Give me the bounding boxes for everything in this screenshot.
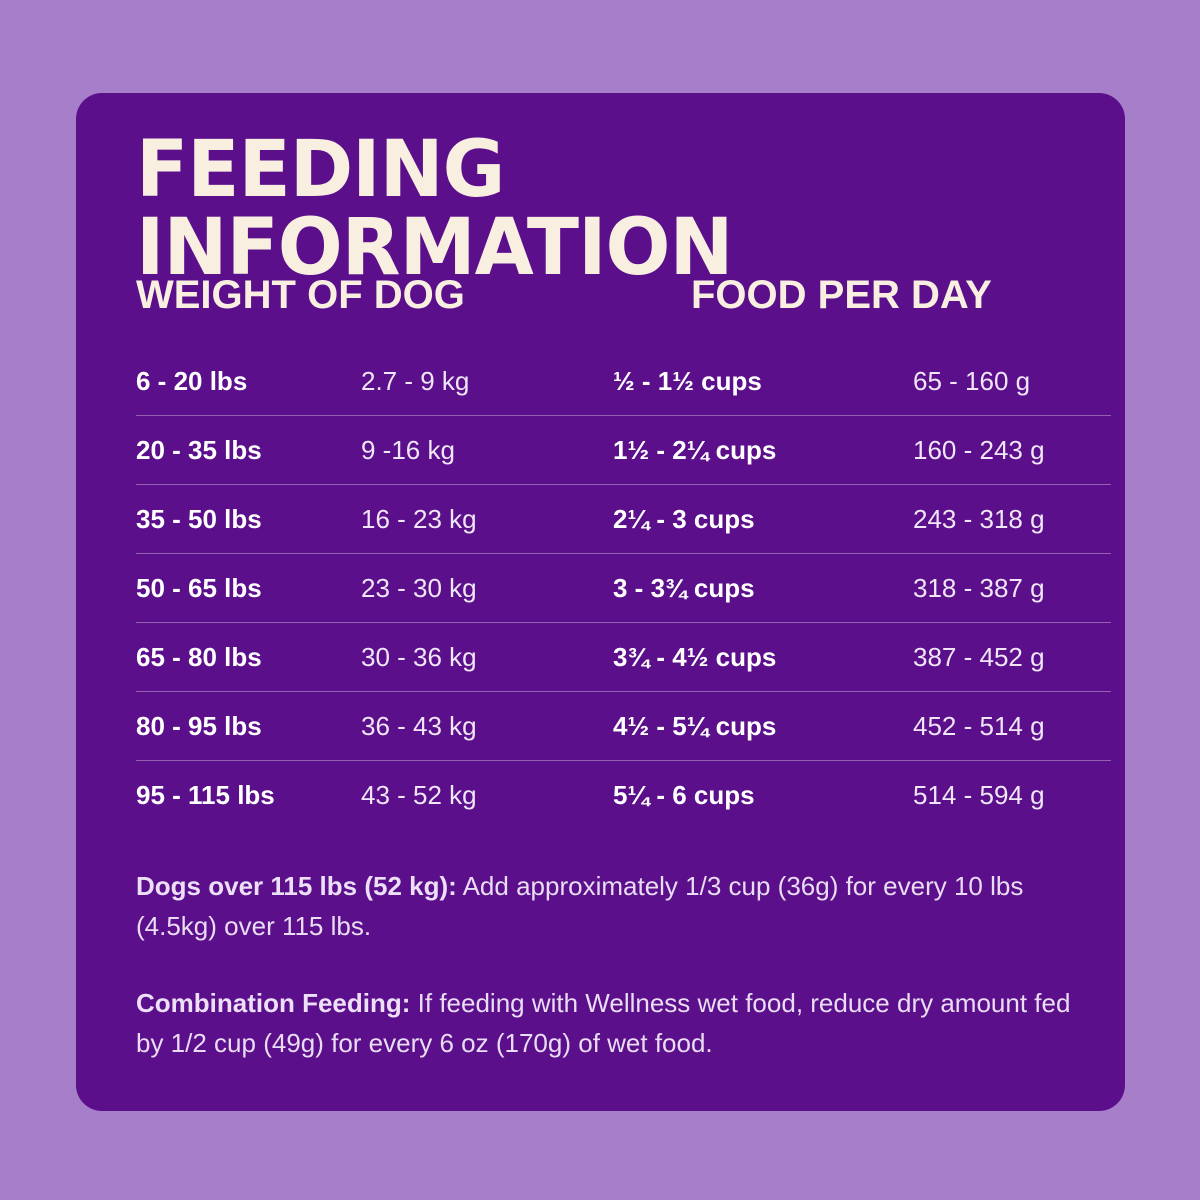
food-grams-cell: 160 - 243 g — [913, 435, 1045, 465]
weight-kg-cell: 36 - 43 kg — [361, 711, 477, 741]
food-grams-cell: 65 - 160 g — [913, 366, 1031, 396]
combination-feeding-label: Combination Feeding: — [136, 988, 411, 1018]
table-row: 20 - 35 lbs 9 -16 kg 1½ - 2¼ cups 160 - … — [136, 417, 1111, 485]
table-row: 95 - 115 lbs 43 - 52 kg 5¼ - 6 cups 514 … — [136, 762, 1111, 829]
feeding-info-card: FEEDING INFORMATION WEIGHT OF DOG FOOD P… — [76, 93, 1125, 1111]
weight-kg-cell: 2.7 - 9 kg — [361, 366, 470, 396]
feeding-table: 6 - 20 lbs 2.7 - 9 kg ½ - 1½ cups 65 - 1… — [136, 348, 1111, 830]
large-dog-note-label: Dogs over 115 lbs (52 kg): — [136, 871, 457, 901]
combination-feeding-note: Combination Feeding: If feeding with Wel… — [136, 983, 1076, 1063]
weight-lbs-cell: 50 - 65 lbs — [136, 573, 262, 603]
table-row: 50 - 65 lbs 23 - 30 kg 3 - 3¾ cups 318 -… — [136, 555, 1111, 623]
weight-lbs-cell: 6 - 20 lbs — [136, 366, 248, 396]
page-title: FEEDING INFORMATION — [136, 125, 734, 293]
food-grams-cell: 318 - 387 g — [913, 573, 1045, 603]
table-row: 80 - 95 lbs 36 - 43 kg 4½ - 5¼ cups 452 … — [136, 693, 1111, 761]
table-row: 35 - 50 lbs 16 - 23 kg 2¼ - 3 cups 243 -… — [136, 486, 1111, 554]
weight-lbs-cell: 35 - 50 lbs — [136, 504, 262, 534]
weight-lbs-cell: 95 - 115 lbs — [136, 780, 275, 810]
weight-kg-cell: 30 - 36 kg — [361, 642, 477, 672]
food-cups-cell: ½ - 1½ cups — [613, 366, 762, 396]
large-dog-note: Dogs over 115 lbs (52 kg): Add approxima… — [136, 866, 1076, 946]
weight-lbs-cell: 65 - 80 lbs — [136, 642, 262, 672]
food-cups-cell: 3 - 3¾ cups — [613, 573, 755, 603]
weight-lbs-cell: 80 - 95 lbs — [136, 711, 262, 741]
combination-feeding-text: If feeding with Wellness wet food, reduc… — [136, 988, 1071, 1058]
food-grams-cell: 387 - 452 g — [913, 642, 1045, 672]
large-dog-note-text: Add approximately 1/3 cup (36g) for ever… — [136, 871, 1024, 941]
food-cups-cell: 3¾ - 4½ cups — [613, 642, 777, 672]
weight-lbs-cell: 20 - 35 lbs — [136, 435, 262, 465]
food-column-header: FOOD PER DAY — [691, 273, 992, 317]
food-cups-cell: 4½ - 5¼ cups — [613, 711, 777, 741]
weight-kg-cell: 16 - 23 kg — [361, 504, 477, 534]
food-cups-cell: 5¼ - 6 cups — [613, 780, 755, 810]
weight-kg-cell: 9 -16 kg — [361, 435, 455, 465]
weight-kg-cell: 43 - 52 kg — [361, 780, 477, 810]
table-row: 6 - 20 lbs 2.7 - 9 kg ½ - 1½ cups 65 - 1… — [136, 348, 1111, 416]
food-cups-cell: 2¼ - 3 cups — [613, 504, 755, 534]
food-cups-cell: 1½ - 2¼ cups — [613, 435, 777, 465]
weight-column-header: WEIGHT OF DOG — [136, 273, 465, 317]
table-row: 65 - 80 lbs 30 - 36 kg 3¾ - 4½ cups 387 … — [136, 624, 1111, 692]
weight-kg-cell: 23 - 30 kg — [361, 573, 477, 603]
food-grams-cell: 452 - 514 g — [913, 711, 1045, 741]
food-grams-cell: 243 - 318 g — [913, 504, 1045, 534]
food-grams-cell: 514 - 594 g — [913, 780, 1045, 810]
